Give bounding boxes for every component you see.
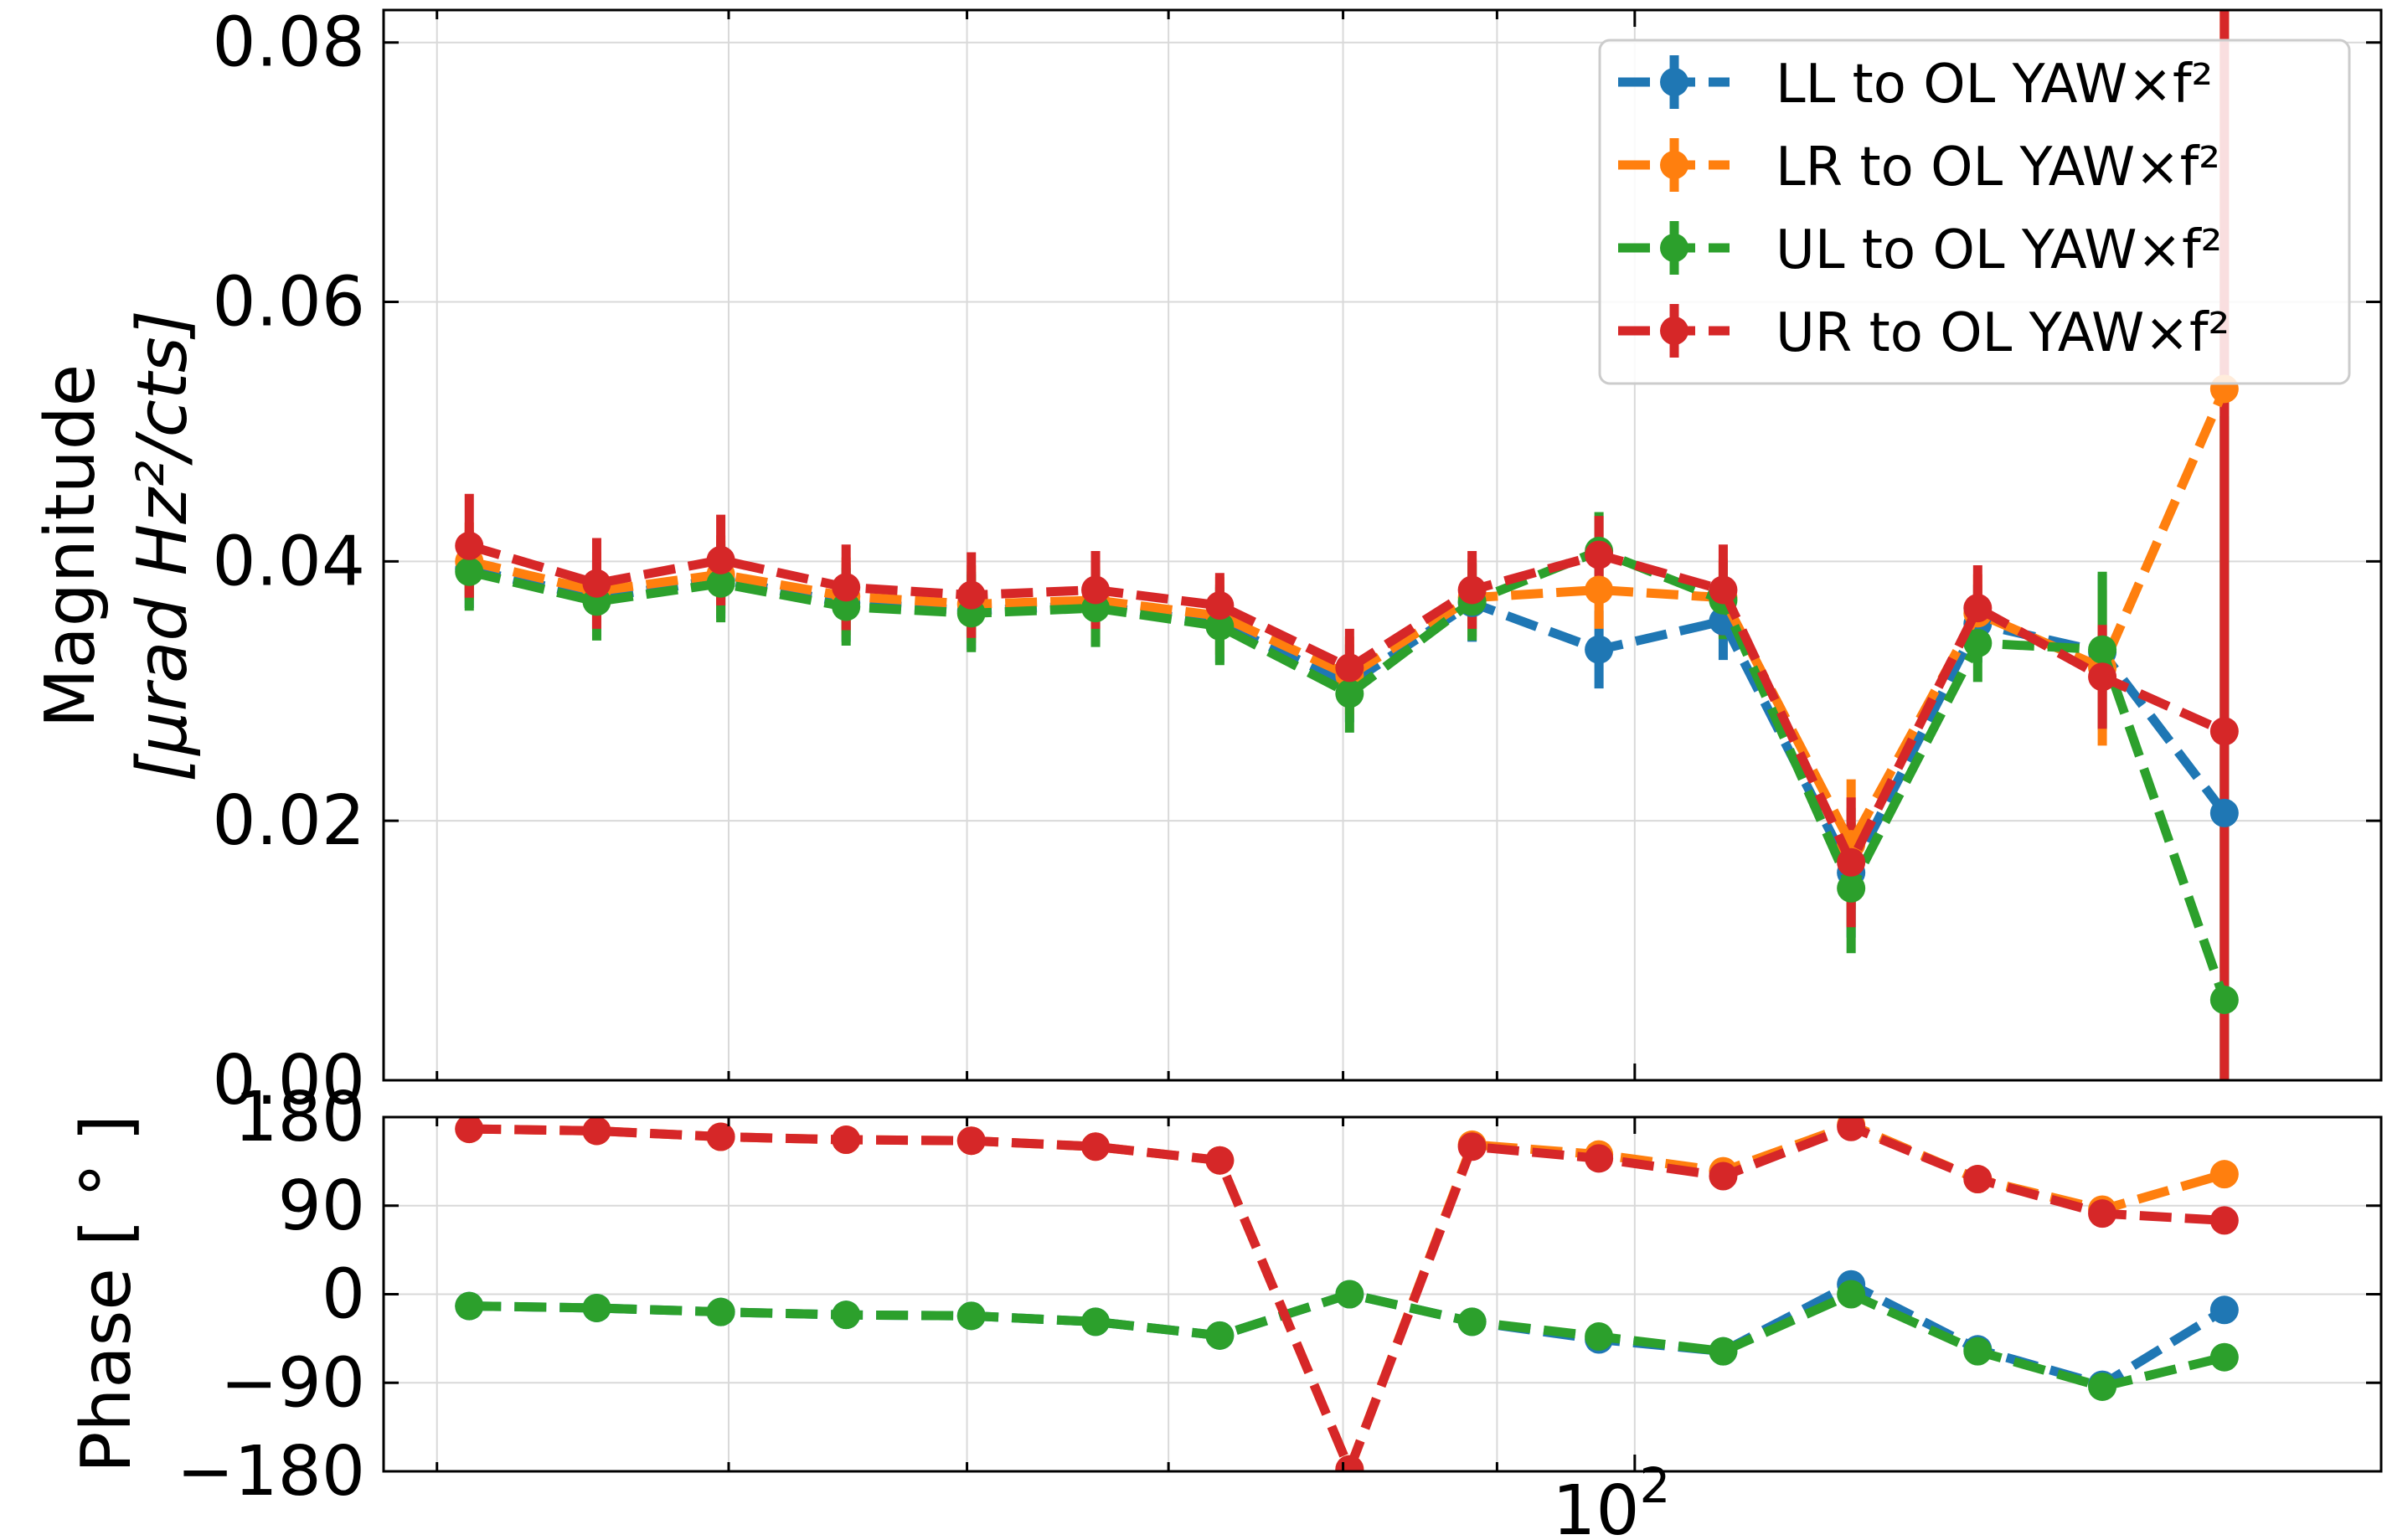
phase-marker (832, 1125, 861, 1155)
y-tick-label: 180 (234, 1078, 365, 1157)
phase-marker (1963, 1337, 1993, 1366)
magnitude-marker (1081, 575, 1111, 605)
phase-marker (1205, 1146, 1235, 1175)
magnitude-marker (1205, 591, 1235, 621)
phase-marker (1335, 1280, 1364, 1309)
magnitude-marker (2088, 662, 2117, 692)
phase-marker (2209, 1206, 2239, 1235)
legend: LL to OL YAW×f² LR to OL YAW×f² UL to OL Y… (1598, 39, 2351, 385)
magnitude-marker (2209, 717, 2239, 746)
magnitude-y-axis-label: Magnitude (31, 364, 111, 728)
phase-marker (1709, 1337, 1738, 1366)
phase-marker (1837, 1117, 1866, 1141)
magnitude-marker (1837, 873, 1866, 903)
legend-label: LR to OL YAW×f² (1776, 136, 2220, 198)
magnitude-marker (455, 557, 484, 586)
phase-marker (582, 1117, 611, 1146)
y-tick-label: 0.00 (212, 1041, 365, 1120)
magnitude-marker (832, 573, 861, 602)
y-tick-label: 0.06 (212, 263, 365, 343)
data-series (455, 374, 2239, 1471)
legend-label: UL to OL YAW×f² (1776, 219, 2222, 281)
magnitude-marker (706, 569, 735, 598)
x-tick-label: 102 (1552, 1457, 1670, 1540)
magnitude-marker (455, 531, 484, 560)
phase-marker (1709, 1161, 1738, 1191)
phase-marker (1585, 1322, 1614, 1352)
phase-marker (706, 1297, 735, 1326)
phase-marker (582, 1293, 611, 1322)
legend-marker (1660, 68, 1688, 96)
magnitude-marker (2209, 985, 2239, 1014)
phase-marker (1457, 1132, 1487, 1161)
magnitude-marker (582, 569, 611, 598)
phase-marker (1837, 1280, 1866, 1309)
magnitude-marker (1709, 575, 1738, 605)
y-tick-label: 0 (322, 1255, 365, 1335)
magnitude-marker (1335, 653, 1364, 682)
magnitude-marker (1205, 611, 1235, 641)
legend-label: LL to OL YAW×f² (1776, 54, 2213, 116)
y-tick-label: −180 (177, 1432, 365, 1512)
magnitude-marker (1837, 847, 1866, 877)
legend-label: UR to OL YAW×f² (1776, 302, 2230, 364)
legend-box (1598, 39, 2351, 385)
magnitude-axes-frame (382, 8, 2383, 1082)
magnitude-y-axis-units: [μrad Hz²/cts] (123, 310, 203, 781)
magnitude-marker (1963, 594, 1993, 623)
phase-marker (2088, 1199, 2117, 1228)
magnitude-marker (1457, 575, 1487, 605)
phase-marker (1081, 1132, 1111, 1161)
phase-marker (1585, 1144, 1614, 1173)
phase-marker (2088, 1372, 2117, 1401)
phase-marker (1335, 1455, 1364, 1471)
phase-marker (956, 1126, 986, 1156)
phase-marker (1963, 1165, 1993, 1194)
magnitude-marker (1585, 575, 1614, 605)
phase-marker (455, 1117, 484, 1144)
phase-series-group (455, 1117, 2239, 1471)
magnitude-marker (706, 545, 735, 574)
y-tick-label: 0.08 (212, 3, 365, 83)
magnitude-marker (2088, 635, 2117, 664)
x-tick-label-base: 10 (1552, 1471, 1639, 1540)
y-tick-label: 0.02 (212, 781, 365, 861)
axis-ticks: 0.00 0.02 0.04 0.06 0.08 −180 −900 90 180 102 (177, 3, 2381, 1540)
magnitude-line-series-2 (467, 387, 2229, 849)
y-tick-label: 90 (278, 1167, 365, 1246)
phase-marker (956, 1301, 986, 1331)
phase-marker (1081, 1307, 1111, 1337)
legend-marker (1660, 234, 1688, 262)
magnitude-marker (956, 580, 986, 610)
x-tick-label-exponent: 2 (1640, 1457, 1671, 1514)
phase-marker (832, 1301, 861, 1330)
phase-marker (2209, 1295, 2239, 1325)
legend-marker (1660, 317, 1688, 345)
axis-labels: Magnitude [μrad Hz²/cts] Phase [ ° ] (31, 310, 203, 1473)
magnitude-marker (832, 592, 861, 621)
magnitude-marker (1963, 628, 1993, 657)
y-tick-label: −90 (220, 1343, 365, 1423)
phase-marker (455, 1291, 484, 1321)
magnitude-marker (1335, 679, 1364, 708)
phase-marker (1205, 1321, 1235, 1350)
magnitude-line-series-3 (467, 546, 2230, 1002)
magnitude-marker (1585, 635, 1614, 664)
magnitude-marker (2209, 798, 2239, 827)
phase-marker (706, 1122, 735, 1151)
phase-marker (1457, 1307, 1487, 1337)
phase-y-axis-label: Phase [ ° ] (67, 1115, 147, 1473)
grid-lines (384, 10, 2381, 1472)
phase-marker (2209, 1160, 2239, 1189)
legend-marker (1660, 151, 1688, 179)
y-tick-label: 0.04 (212, 522, 365, 601)
phase-marker (2209, 1342, 2239, 1372)
magnitude-series-group (455, 374, 2239, 1014)
magnitude-marker (1585, 540, 1614, 569)
